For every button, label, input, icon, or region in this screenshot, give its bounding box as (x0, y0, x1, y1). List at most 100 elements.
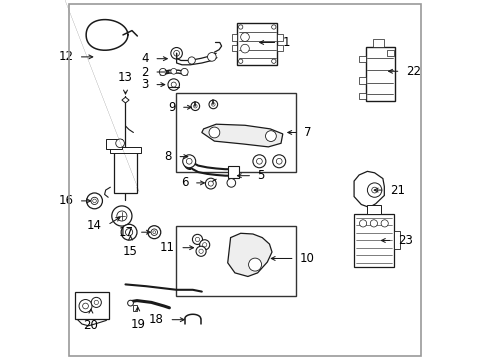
Circle shape (181, 68, 188, 76)
Circle shape (94, 300, 98, 305)
Text: 2: 2 (142, 66, 149, 78)
Bar (133, 305, 137, 311)
Circle shape (381, 220, 388, 227)
Circle shape (209, 127, 220, 138)
Circle shape (202, 243, 207, 247)
Circle shape (117, 211, 127, 221)
Polygon shape (354, 171, 384, 207)
Text: 23: 23 (398, 234, 413, 247)
Bar (373, 39, 384, 47)
Bar (387, 50, 393, 56)
Circle shape (168, 79, 179, 90)
Bar (106, 139, 122, 149)
Circle shape (93, 199, 97, 203)
Circle shape (125, 229, 133, 236)
Bar (176, 93, 296, 172)
Circle shape (276, 158, 282, 164)
Circle shape (196, 237, 199, 242)
Circle shape (227, 179, 236, 187)
Circle shape (153, 231, 156, 234)
Text: 21: 21 (390, 184, 405, 197)
Text: 3: 3 (142, 78, 149, 91)
Bar (359, 93, 366, 99)
Circle shape (208, 181, 213, 186)
Circle shape (188, 57, 196, 64)
Circle shape (79, 300, 92, 312)
Circle shape (171, 48, 182, 59)
Circle shape (266, 131, 276, 141)
Bar (359, 56, 366, 62)
Bar (74, 292, 109, 319)
Bar (367, 205, 381, 215)
Text: 5: 5 (258, 169, 265, 182)
Bar (393, 231, 400, 249)
Bar (110, 147, 141, 153)
Circle shape (248, 258, 262, 271)
Circle shape (112, 206, 132, 226)
Circle shape (183, 155, 196, 168)
Text: 15: 15 (123, 245, 138, 258)
Circle shape (121, 224, 137, 240)
Text: 17: 17 (119, 226, 133, 239)
Polygon shape (122, 97, 129, 103)
Circle shape (370, 220, 377, 227)
Circle shape (171, 82, 176, 87)
Circle shape (196, 246, 206, 256)
Text: 11: 11 (160, 241, 175, 254)
Circle shape (171, 68, 176, 74)
Circle shape (368, 183, 382, 197)
Circle shape (186, 158, 192, 164)
Circle shape (193, 234, 202, 244)
Bar (237, 23, 277, 65)
Text: 19: 19 (130, 318, 145, 331)
Text: 9: 9 (168, 101, 175, 114)
Circle shape (239, 25, 243, 29)
Polygon shape (202, 124, 283, 147)
Circle shape (199, 249, 203, 253)
Bar (277, 34, 283, 41)
Text: 7: 7 (304, 126, 312, 139)
Polygon shape (228, 233, 272, 276)
Bar (232, 45, 237, 51)
Circle shape (241, 33, 249, 41)
Circle shape (194, 104, 197, 108)
Circle shape (91, 297, 101, 307)
Text: 18: 18 (149, 313, 164, 326)
Text: 13: 13 (118, 71, 133, 84)
Text: 16: 16 (58, 194, 74, 207)
Circle shape (271, 59, 276, 63)
Circle shape (159, 68, 167, 76)
Text: 6: 6 (181, 176, 189, 189)
Text: 4: 4 (142, 52, 149, 65)
Text: 1: 1 (283, 36, 290, 49)
Bar (277, 45, 283, 51)
Circle shape (273, 155, 286, 168)
Circle shape (360, 220, 367, 227)
Bar (366, 47, 395, 101)
Circle shape (209, 100, 218, 109)
Circle shape (127, 300, 133, 306)
Circle shape (253, 155, 266, 168)
Bar (228, 166, 239, 178)
Bar (176, 226, 296, 296)
Circle shape (271, 25, 276, 29)
Circle shape (191, 102, 199, 111)
Circle shape (151, 229, 157, 235)
Circle shape (239, 59, 243, 63)
Bar (232, 34, 237, 41)
Text: 12: 12 (58, 50, 74, 63)
Circle shape (116, 139, 124, 148)
Circle shape (83, 303, 88, 309)
Circle shape (212, 103, 215, 106)
Circle shape (91, 197, 98, 204)
Bar (114, 151, 137, 193)
Text: 20: 20 (83, 319, 98, 332)
Text: 22: 22 (406, 65, 421, 78)
Circle shape (241, 44, 249, 53)
Circle shape (257, 158, 262, 164)
Circle shape (174, 50, 179, 56)
Bar (354, 215, 393, 266)
Text: 10: 10 (300, 252, 315, 265)
Text: 14: 14 (87, 219, 102, 231)
Circle shape (372, 187, 377, 193)
